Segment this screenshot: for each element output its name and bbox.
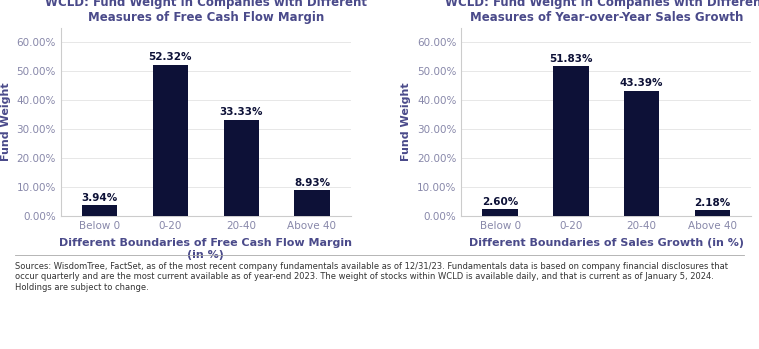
Bar bbox=[153, 65, 188, 216]
Y-axis label: Fund Weight: Fund Weight bbox=[1, 83, 11, 162]
Text: 3.94%: 3.94% bbox=[81, 193, 118, 203]
Text: Sources: WisdomTree, FactSet, as of the most recent company fundamentals availab: Sources: WisdomTree, FactSet, as of the … bbox=[15, 262, 728, 291]
Text: 33.33%: 33.33% bbox=[219, 107, 263, 117]
Y-axis label: Fund Weight: Fund Weight bbox=[402, 83, 411, 162]
Bar bbox=[694, 210, 730, 216]
Text: 52.32%: 52.32% bbox=[149, 52, 192, 62]
Bar bbox=[624, 91, 660, 216]
Title: WCLD: Fund Weight in Companies with Different
Measures of Year-over-Year Sales G: WCLD: Fund Weight in Companies with Diff… bbox=[446, 0, 759, 24]
Bar bbox=[553, 66, 589, 216]
X-axis label: Different Boundaries of Free Cash Flow Margin
(in %): Different Boundaries of Free Cash Flow M… bbox=[59, 238, 352, 260]
Bar bbox=[294, 191, 329, 216]
Bar bbox=[82, 205, 118, 216]
Text: 51.83%: 51.83% bbox=[550, 54, 593, 64]
Title: WCLD: Fund Weight in Companies with Different
Measures of Free Cash Flow Margin: WCLD: Fund Weight in Companies with Diff… bbox=[45, 0, 367, 24]
Text: 43.39%: 43.39% bbox=[620, 78, 663, 88]
Text: 2.60%: 2.60% bbox=[482, 196, 518, 207]
Bar bbox=[223, 120, 259, 216]
Bar bbox=[483, 209, 518, 216]
X-axis label: Different Boundaries of Sales Growth (in %): Different Boundaries of Sales Growth (in… bbox=[469, 238, 744, 248]
Text: 2.18%: 2.18% bbox=[694, 198, 731, 208]
Text: 8.93%: 8.93% bbox=[294, 178, 330, 188]
